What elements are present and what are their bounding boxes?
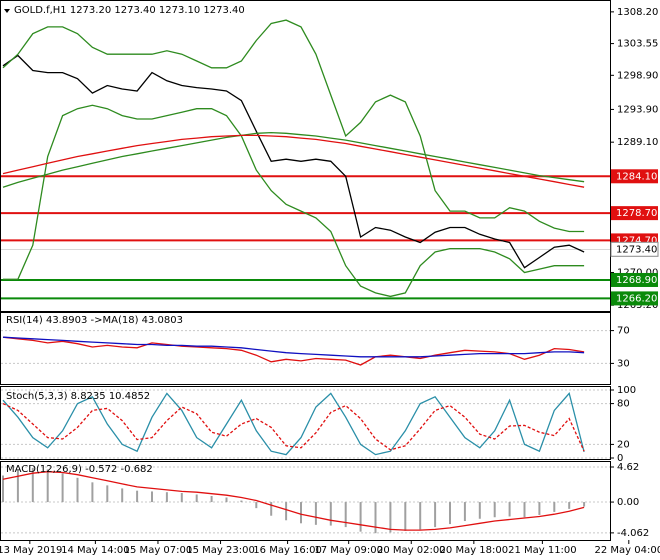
series-line xyxy=(2,19,585,233)
series-line xyxy=(2,54,585,269)
stoch-panel xyxy=(0,386,611,460)
y-tick-label: -4.062 xyxy=(617,528,649,539)
series-line xyxy=(2,471,585,531)
y-tick-label: 1265.20 xyxy=(617,300,658,311)
level-label: 1284.10 xyxy=(616,171,657,182)
price-panel xyxy=(0,0,611,312)
y-tick-label: 1270.00 xyxy=(617,267,658,278)
rsi-panel xyxy=(0,312,611,385)
x-tick-label: 15 May 07:00 xyxy=(124,545,193,556)
x-tick-label: 20 May 02:00 xyxy=(377,545,446,556)
y-tick-label: 0 xyxy=(617,453,623,464)
series-line xyxy=(2,392,585,456)
y-tick-label: 1289.10 xyxy=(617,137,658,148)
series-line xyxy=(2,403,585,452)
x-tick-label: 13 May 2019 xyxy=(0,545,62,556)
y-tick-label: 1293.90 xyxy=(617,104,658,115)
series-line xyxy=(3,104,585,298)
last-box xyxy=(610,241,659,257)
y-tick-label: 1298.90 xyxy=(617,70,658,81)
y-tick-label: 20 xyxy=(617,439,630,450)
level-box xyxy=(611,169,658,184)
panel-title: RSI(14) 43.8903 ->MA(18) 43.0803 xyxy=(6,315,183,326)
panel-title: MACD(12,26,9) -0.572 -0.682 xyxy=(6,464,153,475)
macd-panel xyxy=(0,461,611,541)
x-tick-label: 17 May 09:00 xyxy=(314,545,383,556)
y-tick-label: 80 xyxy=(617,399,630,410)
series-line xyxy=(2,336,585,358)
y-tick-label: 1308.20 xyxy=(617,7,658,18)
x-tick-label: 16 May 16:00 xyxy=(253,545,322,556)
y-tick-label: 1303.55 xyxy=(617,39,658,50)
x-tick-label: 21 May 11:00 xyxy=(508,545,577,556)
series-line xyxy=(2,336,585,366)
x-tick-label: 14 May 14:00 xyxy=(61,545,130,556)
level-box xyxy=(611,272,658,287)
x-tick-label: 22 May 04:00 xyxy=(595,545,660,556)
panel-title: Stoch(5,3,3) 8.8235 10.4852 xyxy=(6,391,150,402)
y-tick-label: 70 xyxy=(617,326,630,337)
series-line xyxy=(2,134,585,188)
y-tick-label: 4.62 xyxy=(617,462,639,473)
level-label: 1266.20 xyxy=(616,293,657,304)
level-label: 1274.70 xyxy=(616,235,657,246)
x-tick-label: 20 May 18:00 xyxy=(440,545,509,556)
y-tick-label: 0.00 xyxy=(617,497,639,508)
level-label: 1278.70 xyxy=(616,208,657,219)
panel-title: GOLD.f,H1 1273.20 1273.40 1273.10 1273.4… xyxy=(14,5,245,16)
series-line xyxy=(2,131,585,188)
level-box xyxy=(611,291,658,306)
level-label: 1268.90 xyxy=(616,275,657,286)
y-tick-label: 100 xyxy=(617,385,636,396)
level-box xyxy=(611,206,658,221)
y-tick-label: 30 xyxy=(617,358,630,369)
last-label: 1273.40 xyxy=(616,244,657,255)
menu-arrow xyxy=(4,9,10,13)
x-tick-label: 15 May 23:00 xyxy=(186,545,255,556)
